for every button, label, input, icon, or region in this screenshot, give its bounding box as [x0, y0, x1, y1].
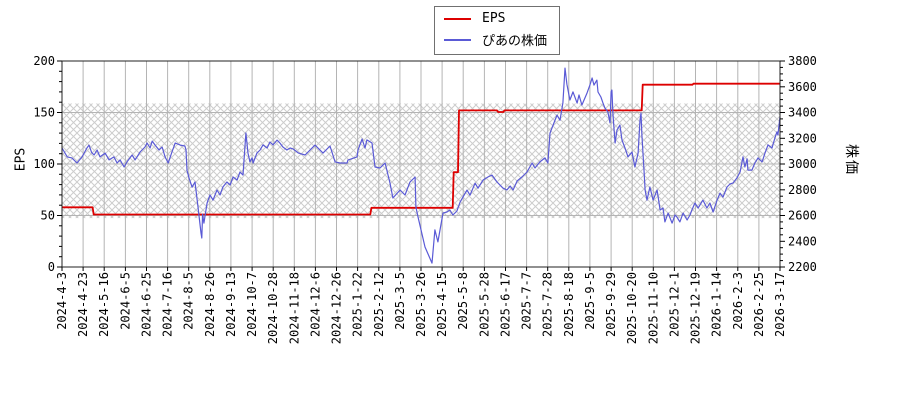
x-axis-tick-label: 2025-11-10: [646, 272, 660, 344]
x-axis-tick-label: 2025-7-28: [541, 272, 555, 337]
x-axis-tick-label: 2026-3-17: [773, 272, 787, 337]
x-axis-tick-label: 2025-10-20: [625, 272, 639, 344]
right-axis-tick-label: 2400: [788, 234, 817, 248]
x-axis-tick-label: 2025-7-7: [520, 272, 534, 330]
x-axis-tick-label: 2026-2-3: [731, 272, 745, 330]
x-axis-tick-label: 2024-4-3: [55, 272, 69, 330]
left-axis-tick-label: 0: [48, 260, 55, 274]
x-axis-tick-label: 2024-11-18: [287, 272, 301, 344]
x-axis-tick-label: 2025-12-19: [689, 272, 703, 344]
x-axis-tick-label: 2024-10-7: [245, 272, 259, 337]
x-axis-tick-label: 2025-8-18: [562, 272, 576, 337]
x-axis-tick-label: 2024-9-13: [224, 272, 238, 337]
x-axis-tick-label: 2025-1-22: [351, 272, 365, 337]
left-axis-tick-label: 50: [41, 209, 55, 223]
legend-label-eps: EPS: [482, 11, 506, 26]
stock-price-line: [61, 67, 781, 264]
x-axis-tick-label: 2025-4-15: [435, 272, 449, 337]
right-axis-tick-label: 3000: [788, 157, 817, 171]
x-axis-tick-label: 2024-6-25: [140, 272, 154, 337]
x-axis-tick-label: 2025-2-12: [372, 272, 386, 337]
legend-item-eps: EPS: [444, 11, 547, 26]
right-axis-tick-label: 2600: [788, 209, 817, 223]
x-axis-tick-label: 2024-8-5: [182, 272, 196, 330]
right-axis-tick-label: 3200: [788, 131, 817, 145]
right-axis-tick-label: 3600: [788, 80, 817, 94]
x-axis-tick-label: 2025-9-5: [583, 272, 597, 330]
legend: EPS ぴあの株価: [434, 6, 561, 55]
legend-item-stock-price: ぴあの株価: [444, 30, 547, 49]
stock-price-line-swatch: [444, 38, 471, 41]
legend-label-stock-price: ぴあの株価: [482, 34, 548, 49]
right-axis-tick-label: 2800: [788, 183, 817, 197]
eps-line: [62, 82, 780, 216]
right-axis-tick-label: 2200: [788, 260, 817, 274]
x-axis-tick-label: 2025-5-8: [456, 272, 470, 330]
x-axis-tick-label: 2025-3-5: [393, 272, 407, 330]
right-axis-tick-label: 3800: [788, 54, 817, 68]
right-axis-title: 株価: [843, 144, 859, 176]
x-axis-tick-label: 2026-2-25: [752, 272, 766, 337]
left-axis-tick-label: 100: [33, 157, 55, 171]
x-axis-tick-label: 2024-5-16: [97, 272, 111, 337]
x-axis-tick-label: 2024-8-26: [203, 272, 217, 337]
right-axis-tick-label: 3400: [788, 106, 817, 120]
x-axis-tick-label: 2024-6-5: [118, 272, 132, 330]
x-axis-tick-label: 2025-3-26: [414, 272, 428, 337]
left-axis-title: EPS: [13, 147, 29, 172]
x-axis-tick-label: 2024-12-26: [330, 272, 344, 344]
x-axis-tick-label: 2025-12-1: [667, 272, 681, 337]
x-axis-tick-label: 2025-9-29: [604, 272, 618, 337]
left-axis-tick-label: 150: [33, 106, 55, 120]
x-axis-tick-label: 2024-4-23: [76, 272, 90, 337]
left-axis-tick-label: 200: [33, 54, 55, 68]
eps-line-swatch: [444, 17, 471, 20]
x-axis-tick-label: 2025-5-28: [477, 272, 491, 337]
x-axis-tick-label: 2024-10-28: [266, 272, 280, 344]
x-axis-tick-label: 2024-7-16: [161, 272, 175, 337]
x-axis-tick-label: 2026-1-14: [710, 272, 724, 337]
x-axis-tick-label: 2024-12-6: [308, 272, 322, 337]
x-axis-tick-label: 2025-6-17: [499, 272, 513, 337]
